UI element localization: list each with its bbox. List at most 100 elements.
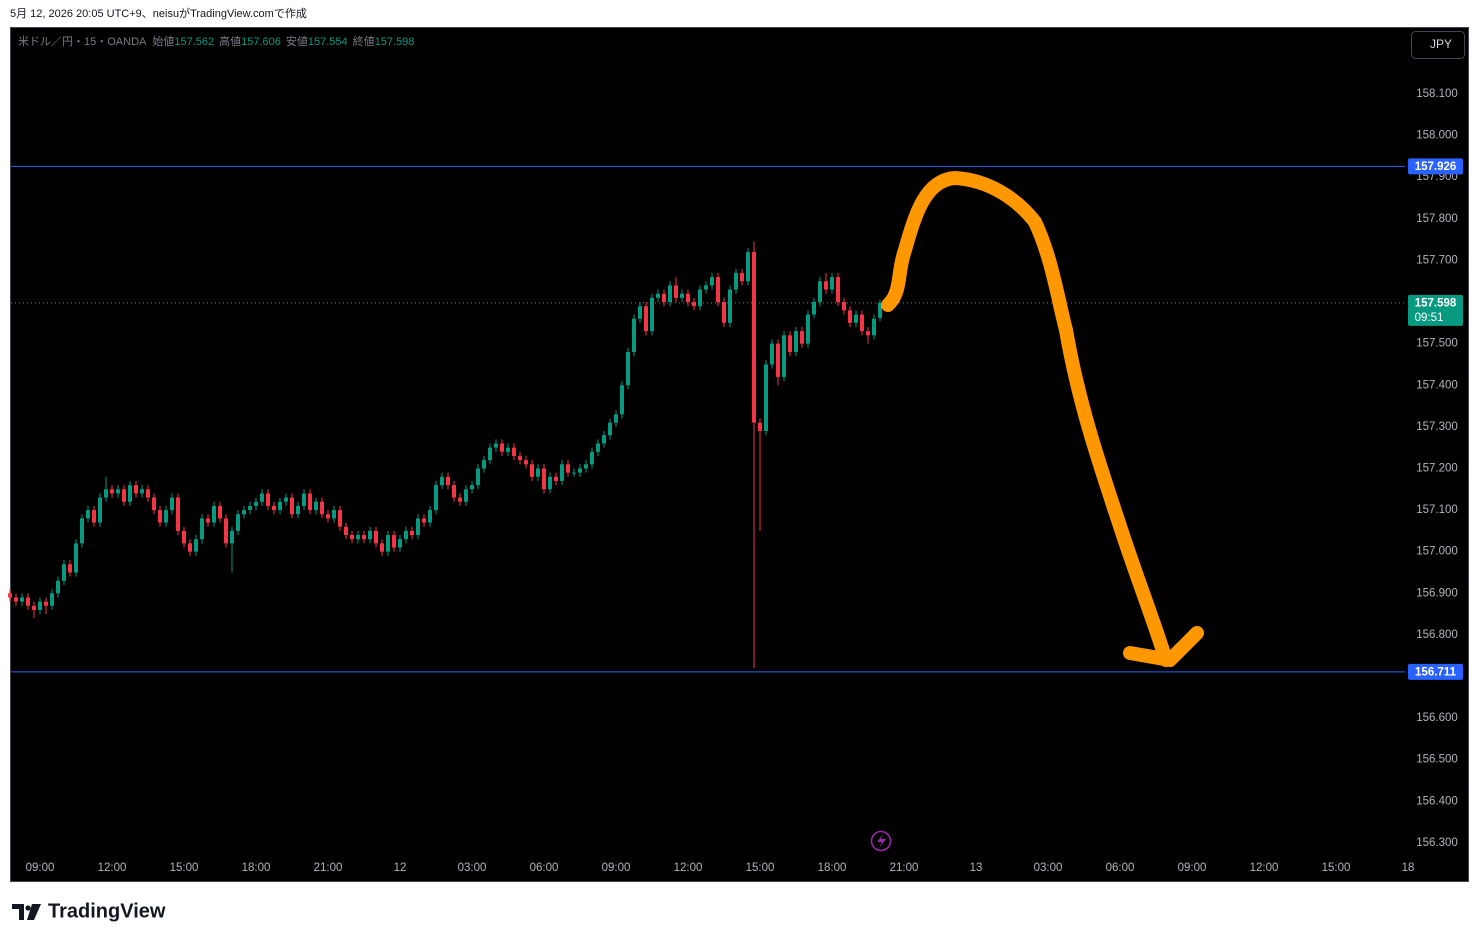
candle-body: [776, 343, 780, 377]
candle-body: [20, 597, 24, 602]
candle-body: [500, 443, 504, 452]
candle-body: [806, 314, 810, 344]
last-price-label: 157.598: [1415, 297, 1457, 309]
candle-body: [332, 510, 336, 519]
candle-body: [704, 285, 708, 290]
x-tick-label: 03:00: [458, 862, 487, 874]
candle-body: [668, 285, 672, 303]
candle-body: [44, 601, 48, 606]
legend-value: 157.562: [174, 36, 214, 48]
candle-body: [62, 564, 66, 581]
candle-body: [560, 464, 564, 481]
ohlc-legend: 米ドル／円・15・OANDA 始値157.562 高値157.606 安値157.55…: [18, 34, 414, 48]
level-label: 157.926: [1415, 161, 1457, 173]
candle-body: [458, 497, 462, 502]
candle-body: [290, 497, 294, 515]
candle-body: [530, 464, 534, 477]
candle-body: [230, 530, 234, 544]
candle-body: [824, 281, 828, 290]
candle-body: [116, 489, 120, 494]
candle-body: [98, 497, 102, 523]
legend-label: 始値: [152, 34, 174, 48]
candle-body: [146, 489, 150, 498]
candle-body: [590, 451, 594, 465]
candle-body: [854, 314, 858, 323]
candle-body: [662, 293, 666, 303]
candle-body: [296, 505, 300, 515]
candle-body: [452, 485, 456, 498]
candle-body: [770, 343, 774, 365]
candle-body: [272, 505, 276, 511]
candle-body: [878, 302, 882, 318]
candle-body: [674, 285, 678, 298]
candle-body: [764, 364, 768, 432]
candle-body: [206, 518, 210, 523]
candle-body: [866, 331, 870, 336]
candle-body: [722, 302, 726, 323]
candle-body: [350, 535, 354, 540]
y-tick-label: 158.000: [1416, 130, 1458, 142]
candle-body: [584, 464, 588, 469]
candle-body: [152, 497, 156, 511]
candle-body: [632, 318, 636, 352]
countdown-label: 09:51: [1415, 312, 1444, 324]
candle-body: [830, 277, 834, 290]
legend-value: 157.554: [308, 36, 348, 48]
x-tick-label: 18:00: [242, 862, 271, 874]
candle-body: [644, 306, 648, 332]
currency-button[interactable]: [1411, 31, 1465, 59]
candle-body: [488, 447, 492, 461]
candle-body: [842, 302, 846, 311]
x-tick-label: 06:00: [1106, 862, 1135, 874]
candle-body: [176, 497, 180, 531]
candle-body: [596, 443, 600, 452]
y-tick-label: 157.200: [1416, 462, 1458, 474]
candle-body: [638, 306, 642, 319]
candle-body: [26, 597, 30, 606]
candle-body: [554, 476, 558, 481]
candle-body: [464, 489, 468, 502]
candle-body: [56, 580, 60, 594]
x-tick-label: 09:00: [1178, 862, 1207, 874]
events-icon[interactable]: [870, 830, 892, 852]
y-tick-label: 157.300: [1416, 421, 1458, 433]
candle-body: [800, 331, 804, 344]
candle-body: [752, 252, 756, 423]
candle-body: [368, 530, 372, 540]
candle-body: [614, 414, 618, 423]
last-price-box: [1408, 294, 1463, 326]
candle-body: [134, 485, 138, 494]
candle-body: [572, 472, 576, 474]
candle-body: [578, 468, 582, 473]
candle-body: [716, 277, 720, 303]
candle-body: [542, 468, 546, 490]
candle-body: [110, 489, 114, 494]
candle-body: [782, 335, 786, 377]
legend-label: 終値: [353, 34, 375, 48]
candle-body: [650, 297, 654, 332]
y-tick-label: 157.400: [1416, 379, 1458, 391]
x-tick-label: 18: [1402, 862, 1415, 874]
plot: [8, 165, 1405, 673]
level-label-box: [1408, 158, 1463, 175]
x-tick-label: 03:00: [1034, 862, 1063, 874]
legend-label: 安値: [286, 34, 308, 48]
candle-body: [356, 535, 360, 540]
legend-value: 157.606: [241, 36, 281, 48]
candle-body: [278, 501, 282, 511]
candle-body: [308, 493, 312, 511]
events-bolt: [877, 834, 886, 848]
candle-body: [608, 422, 612, 436]
candle-body: [470, 485, 474, 490]
x-tick-label: 21:00: [314, 862, 343, 874]
candle-body: [422, 518, 426, 523]
candle-body: [188, 543, 192, 552]
candle-body: [506, 447, 510, 452]
candle-body: [122, 489, 126, 502]
candle-body: [788, 335, 792, 352]
y-tick-label: 156.800: [1416, 629, 1458, 641]
candle-body: [218, 505, 222, 519]
symbol: 米ドル／円・15・OANDA: [18, 35, 147, 48]
candle-body: [836, 277, 840, 303]
candle-body: [398, 539, 402, 548]
